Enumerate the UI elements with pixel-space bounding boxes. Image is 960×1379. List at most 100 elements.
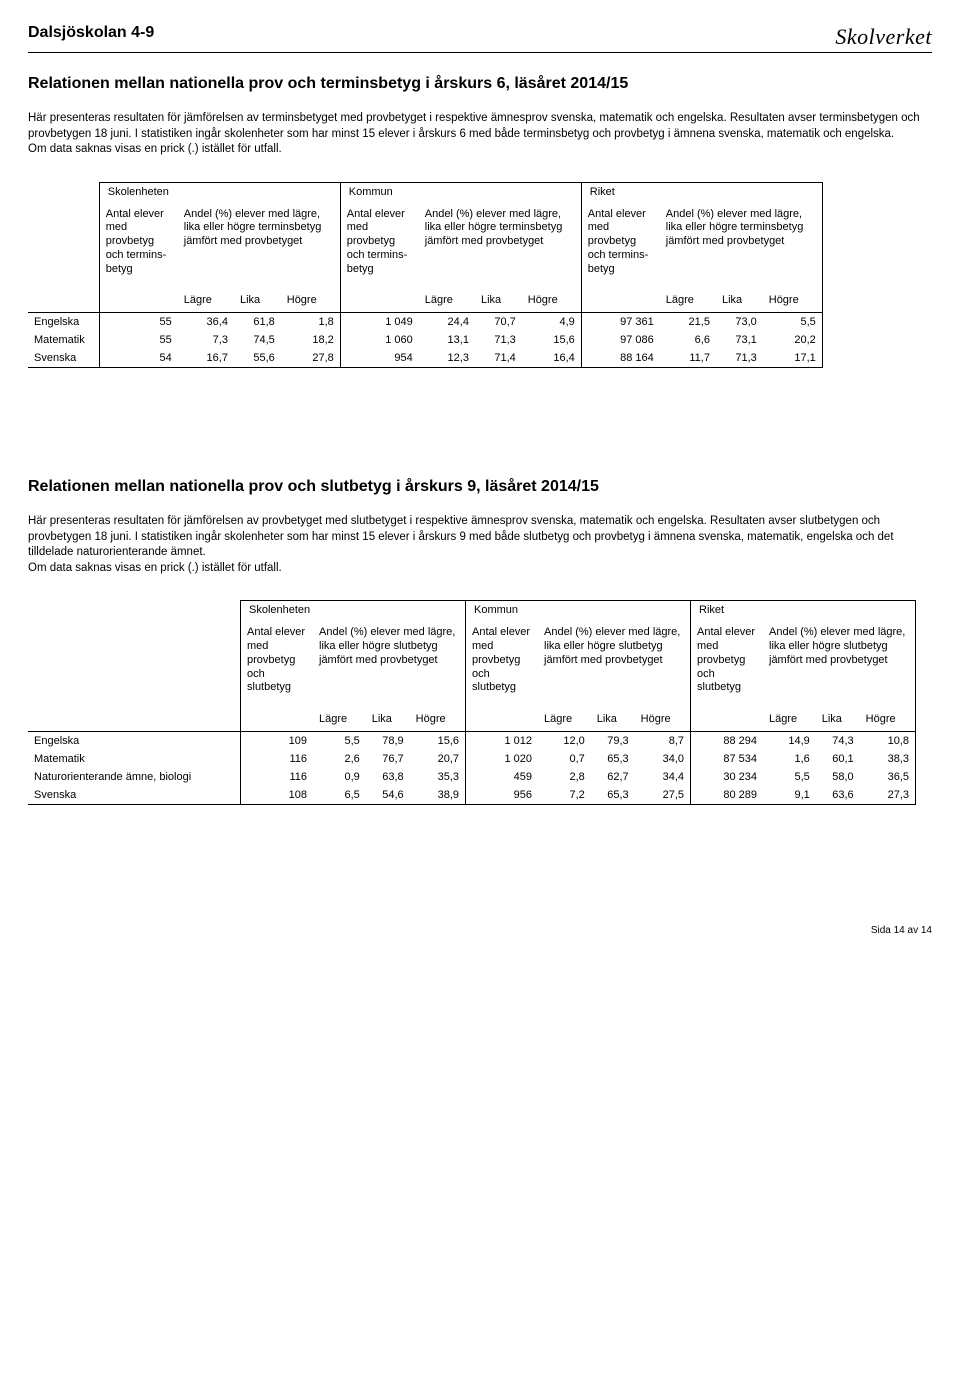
table-row: Naturorienterande ämne, biologi1160,963,… <box>28 768 916 786</box>
table-arskurs6: Skolenheten Kommun Riket Antal elever me… <box>28 182 823 369</box>
sub-lika: Lika <box>816 705 860 732</box>
cell: 34,4 <box>635 768 691 786</box>
skolverket-logo: Skolverket <box>835 24 932 50</box>
sub-lagre: Lägre <box>538 705 591 732</box>
table-row: Matematik557,374,518,21 06013,171,315,69… <box>28 331 822 349</box>
cell: 55 <box>99 313 178 332</box>
sub-hogre: Högre <box>860 705 916 732</box>
section1-title: Relationen mellan nationella prov och te… <box>28 75 932 93</box>
cell: 0,9 <box>313 768 366 786</box>
cell: 71,3 <box>475 331 522 349</box>
cell: 54 <box>99 349 178 368</box>
cell: 20,7 <box>410 750 466 768</box>
group-riket: Riket <box>691 601 916 621</box>
table-row: Matematik1162,676,720,71 0200,765,334,08… <box>28 750 916 768</box>
cell: 65,3 <box>591 786 635 805</box>
cell: 12,3 <box>419 349 475 368</box>
sub-lagre: Lägre <box>178 286 234 313</box>
col-count: Antal elever med provbetyg och slutbetyg <box>241 620 314 705</box>
cell: 71,4 <box>475 349 522 368</box>
cell: 13,1 <box>419 331 475 349</box>
cell: 8,7 <box>635 732 691 751</box>
cell: 38,3 <box>860 750 916 768</box>
cell: 97 361 <box>581 313 660 332</box>
sub-lika: Lika <box>475 286 522 313</box>
table-row: Engelska5536,461,81,81 04924,470,74,997 … <box>28 313 822 332</box>
row-label: Engelska <box>28 313 99 332</box>
row-label: Svenska <box>28 349 99 368</box>
row-label: Engelska <box>28 732 241 751</box>
cell: 5,5 <box>763 768 816 786</box>
cell: 87 534 <box>691 750 764 768</box>
cell: 73,0 <box>716 313 763 332</box>
cell: 16,4 <box>522 349 582 368</box>
cell: 14,9 <box>763 732 816 751</box>
sub-lika: Lika <box>366 705 410 732</box>
cell: 11,7 <box>660 349 716 368</box>
col-count: Antal elever med provbetyg och termins-b… <box>340 202 419 287</box>
page-header: Dalsjöskolan 4-9 Skolverket <box>28 24 932 53</box>
row-label: Naturorienterande ämne, biologi <box>28 768 241 786</box>
cell: 459 <box>466 768 539 786</box>
sub-hogre: Högre <box>522 286 582 313</box>
cell: 73,1 <box>716 331 763 349</box>
table-row: Svenska1086,554,638,99567,265,327,580 28… <box>28 786 916 805</box>
cell: 1 012 <box>466 732 539 751</box>
section2-intro: Här presenteras resultaten för jämförels… <box>28 514 932 576</box>
col-count: Antal elever med provbetyg och termins-b… <box>581 202 660 287</box>
cell: 10,8 <box>860 732 916 751</box>
cell: 6,5 <box>313 786 366 805</box>
section1-intro: Här presenteras resultaten för jämförels… <box>28 111 932 158</box>
cell: 1,8 <box>281 313 341 332</box>
cell: 21,5 <box>660 313 716 332</box>
cell: 80 289 <box>691 786 764 805</box>
cell: 7,3 <box>178 331 234 349</box>
cell: 38,9 <box>410 786 466 805</box>
table-arskurs9: Skolenheten Kommun Riket Antal elever me… <box>28 600 916 805</box>
cell: 4,9 <box>522 313 582 332</box>
col-count: Antal elever med provbetyg och termins-b… <box>99 202 178 287</box>
sub-lagre: Lägre <box>763 705 816 732</box>
cell: 54,6 <box>366 786 410 805</box>
sub-hogre: Högre <box>410 705 466 732</box>
cell: 62,7 <box>591 768 635 786</box>
table-row: Svenska5416,755,627,895412,371,416,488 1… <box>28 349 822 368</box>
cell: 0,7 <box>538 750 591 768</box>
cell: 58,0 <box>816 768 860 786</box>
cell: 24,4 <box>419 313 475 332</box>
sub-hogre: Högre <box>763 286 823 313</box>
cell: 5,5 <box>763 313 823 332</box>
cell: 27,3 <box>860 786 916 805</box>
cell: 74,3 <box>816 732 860 751</box>
sub-lika: Lika <box>716 286 763 313</box>
sub-hogre: Högre <box>635 705 691 732</box>
cell: 1 020 <box>466 750 539 768</box>
row-label: Svenska <box>28 786 241 805</box>
cell: 76,7 <box>366 750 410 768</box>
cell: 1 049 <box>340 313 419 332</box>
cell: 16,7 <box>178 349 234 368</box>
col-pct: Andel (%) elever med lägre, lika eller h… <box>178 202 341 287</box>
cell: 5,5 <box>313 732 366 751</box>
school-name: Dalsjöskolan 4-9 <box>28 24 154 42</box>
cell: 108 <box>241 786 314 805</box>
group-kommun: Kommun <box>466 601 691 621</box>
cell: 954 <box>340 349 419 368</box>
col-count: Antal elever med provbetyg och slutbetyg <box>691 620 764 705</box>
page-footer: Sida 14 av 14 <box>28 925 932 936</box>
col-count: Antal elever med provbetyg och slutbetyg <box>466 620 539 705</box>
cell: 63,8 <box>366 768 410 786</box>
cell: 1,6 <box>763 750 816 768</box>
cell: 74,5 <box>234 331 281 349</box>
table-row: Engelska1095,578,915,61 01212,079,38,788… <box>28 732 916 751</box>
group-riket: Riket <box>581 182 822 202</box>
cell: 63,6 <box>816 786 860 805</box>
row-label: Matematik <box>28 750 241 768</box>
cell: 17,1 <box>763 349 823 368</box>
col-pct: Andel (%) elever med lägre, lika eller h… <box>763 620 916 705</box>
cell: 97 086 <box>581 331 660 349</box>
cell: 88 294 <box>691 732 764 751</box>
cell: 1 060 <box>340 331 419 349</box>
sub-hogre: Högre <box>281 286 341 313</box>
sub-lagre: Lägre <box>660 286 716 313</box>
